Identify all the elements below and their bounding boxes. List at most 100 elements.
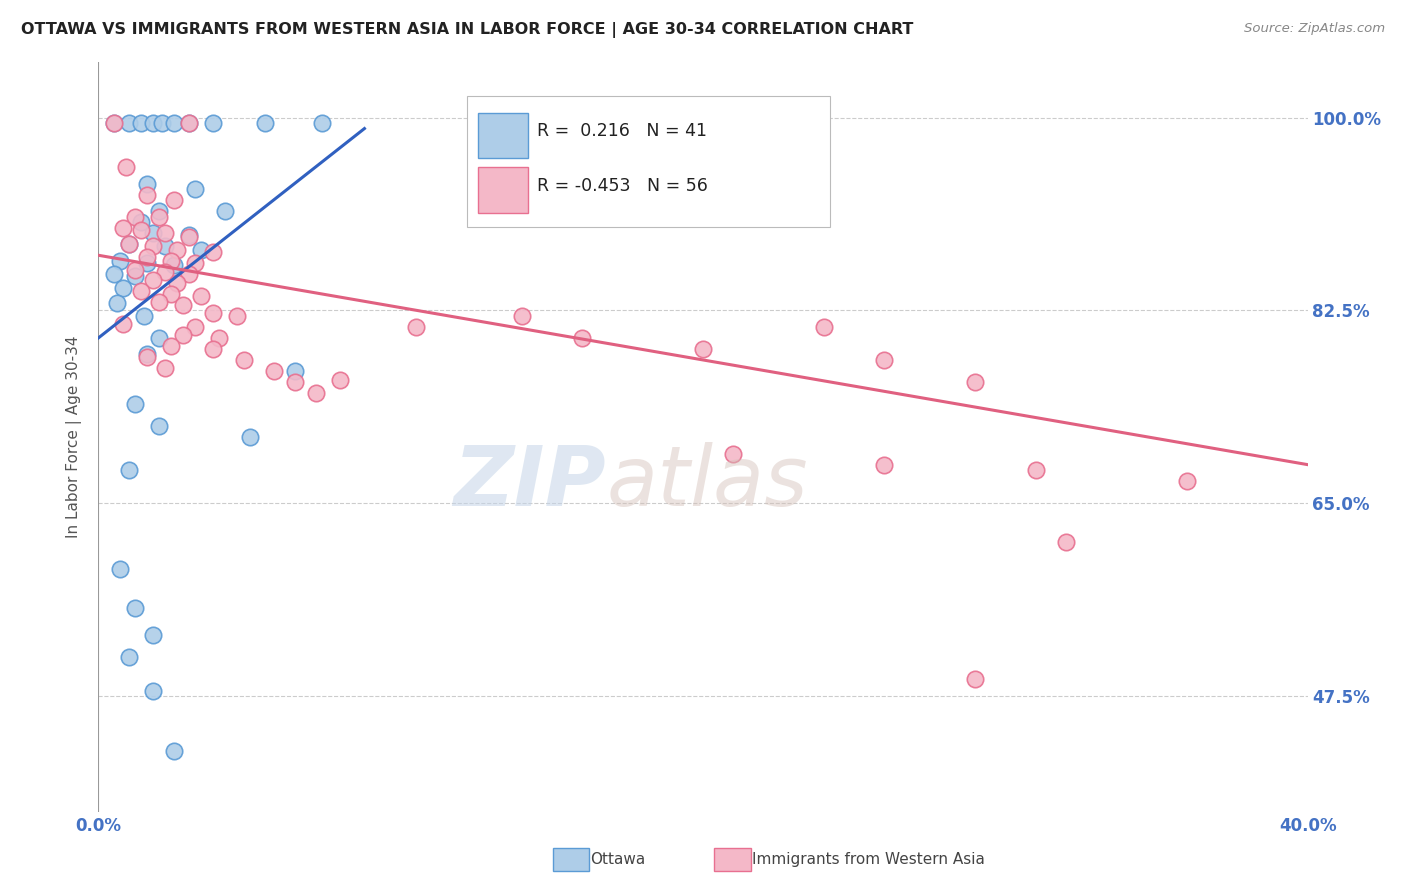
- Point: [965, 375, 987, 389]
- Point: [103, 267, 125, 281]
- Point: [124, 397, 146, 411]
- Point: [124, 600, 146, 615]
- Text: Ottawa: Ottawa: [591, 853, 645, 867]
- Point: [132, 309, 155, 323]
- Point: [163, 193, 186, 207]
- Point: [124, 269, 146, 284]
- Point: [118, 116, 141, 130]
- Point: [135, 347, 157, 361]
- Point: [111, 281, 134, 295]
- Point: [103, 116, 125, 130]
- Point: [118, 650, 141, 665]
- Point: [232, 353, 254, 368]
- Point: [105, 295, 128, 310]
- Text: ZIP: ZIP: [454, 442, 606, 523]
- Point: [108, 562, 131, 576]
- Point: [166, 243, 188, 257]
- Point: [148, 204, 170, 219]
- Point: [148, 331, 170, 345]
- Point: [124, 262, 146, 277]
- Point: [118, 237, 141, 252]
- Point: [184, 182, 207, 196]
- Point: [111, 220, 134, 235]
- Point: [129, 215, 152, 229]
- Point: [184, 256, 207, 270]
- Y-axis label: In Labor Force | Age 30-34: In Labor Force | Age 30-34: [66, 335, 83, 539]
- Point: [510, 309, 533, 323]
- Point: [329, 373, 352, 387]
- Point: [179, 267, 201, 281]
- Point: [214, 204, 236, 219]
- Point: [190, 243, 212, 257]
- Point: [190, 289, 212, 303]
- Point: [153, 226, 176, 240]
- Point: [284, 375, 307, 389]
- FancyBboxPatch shape: [478, 168, 527, 213]
- Point: [142, 683, 165, 698]
- Point: [153, 239, 176, 253]
- Point: [135, 187, 157, 202]
- Point: [163, 744, 186, 758]
- Point: [179, 228, 201, 243]
- Point: [202, 244, 225, 259]
- FancyBboxPatch shape: [478, 112, 527, 159]
- Point: [129, 223, 152, 237]
- Point: [135, 256, 157, 270]
- Point: [239, 430, 262, 444]
- Point: [148, 210, 170, 224]
- Point: [160, 253, 183, 268]
- Point: [111, 317, 134, 331]
- Point: [873, 353, 896, 368]
- Point: [202, 116, 225, 130]
- Point: [172, 327, 194, 342]
- Text: OTTAWA VS IMMIGRANTS FROM WESTERN ASIA IN LABOR FORCE | AGE 30-34 CORRELATION CH: OTTAWA VS IMMIGRANTS FROM WESTERN ASIA I…: [21, 22, 914, 38]
- Point: [692, 342, 714, 356]
- Point: [150, 116, 173, 130]
- Point: [160, 338, 183, 352]
- Point: [1054, 534, 1077, 549]
- Point: [172, 298, 194, 312]
- Point: [153, 265, 176, 279]
- Point: [142, 226, 165, 240]
- Point: [179, 229, 201, 244]
- Point: [160, 286, 183, 301]
- Point: [163, 116, 186, 130]
- Text: Immigrants from Western Asia: Immigrants from Western Asia: [752, 853, 986, 867]
- Text: Source: ZipAtlas.com: Source: ZipAtlas.com: [1244, 22, 1385, 36]
- Point: [142, 116, 165, 130]
- Point: [226, 309, 249, 323]
- Point: [202, 342, 225, 356]
- Point: [202, 305, 225, 319]
- Point: [253, 116, 276, 130]
- Text: R =  0.216   N = 41: R = 0.216 N = 41: [537, 122, 707, 140]
- Point: [135, 350, 157, 364]
- Point: [571, 331, 593, 345]
- Point: [723, 447, 745, 461]
- Point: [108, 253, 131, 268]
- Point: [114, 160, 136, 174]
- Point: [142, 272, 165, 286]
- Point: [965, 673, 987, 687]
- Point: [208, 331, 231, 345]
- Text: R = -0.453   N = 56: R = -0.453 N = 56: [537, 178, 709, 195]
- Point: [284, 364, 307, 378]
- Point: [129, 116, 152, 130]
- Point: [129, 284, 152, 298]
- Point: [184, 319, 207, 334]
- Point: [118, 463, 141, 477]
- Point: [179, 116, 201, 130]
- Point: [311, 116, 333, 130]
- Point: [118, 237, 141, 252]
- Point: [135, 251, 157, 265]
- Text: atlas: atlas: [606, 442, 808, 523]
- Point: [142, 628, 165, 642]
- Point: [1175, 474, 1198, 488]
- Point: [148, 419, 170, 434]
- Point: [153, 360, 176, 375]
- Point: [148, 294, 170, 309]
- FancyBboxPatch shape: [467, 96, 830, 227]
- Point: [305, 386, 328, 401]
- Point: [813, 319, 835, 334]
- Point: [142, 239, 165, 253]
- Point: [103, 116, 125, 130]
